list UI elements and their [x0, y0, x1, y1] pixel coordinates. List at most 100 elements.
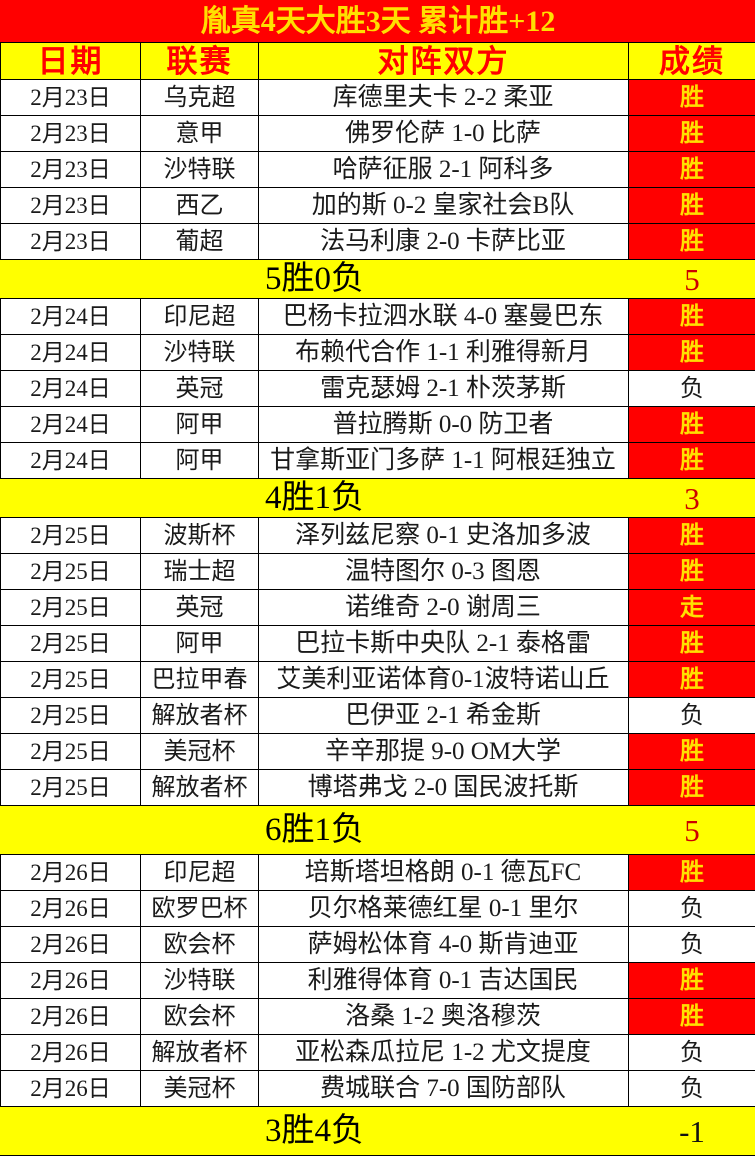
cell-league: 印尼超	[141, 855, 259, 891]
table-row: 2月25日解放者杯巴伊亚 2-1 希金斯负	[1, 698, 755, 734]
cell-match: 培斯塔坦格朗 0-1 德瓦FC	[259, 855, 629, 891]
cell-date: 2月25日	[1, 734, 141, 770]
match-text: 泽列兹尼察 0-1 史洛加多波	[259, 523, 629, 548]
table-row: 2月26日欧会杯萨姆松体育 4-0 斯肯迪亚负	[1, 927, 755, 963]
cell-league: 意甲	[141, 116, 259, 152]
table-row: 2月24日阿甲甘拿斯亚门多萨 1-1 阿根廷独立胜	[1, 443, 755, 479]
cell-league: 英冠	[141, 590, 259, 626]
cell-result: 胜	[629, 80, 755, 116]
cell-match: 巴杨卡拉泗水联 4-0 塞曼巴东	[259, 299, 629, 335]
cell-date: 2月25日	[1, 698, 141, 734]
cell-league: 瑞士超	[141, 554, 259, 590]
cell-match: 巴伊亚 2-1 希金斯	[259, 698, 629, 734]
match-text: 佛罗伦萨 1-0 比萨	[259, 121, 629, 146]
cell-league: 沙特联	[141, 963, 259, 999]
cell-date: 2月24日	[1, 335, 141, 371]
cell-date: 2月23日	[1, 224, 141, 260]
cell-match: 布赖代合作 1-1 利雅得新月	[259, 335, 629, 371]
cell-match: 辛辛那提 9-0 OM大学	[259, 734, 629, 770]
cell-result: 胜	[629, 116, 755, 152]
cell-league: 巴拉甲春	[141, 662, 259, 698]
cell-date: 2月25日	[1, 554, 141, 590]
cell-date: 2月23日	[1, 152, 141, 188]
table-row: 2月23日意甲佛罗伦萨 1-0 比萨胜	[1, 116, 755, 152]
cell-result: 负	[629, 891, 755, 927]
table-row: 2月25日波斯杯泽列兹尼察 0-1 史洛加多波胜	[1, 518, 755, 554]
cell-result: 走	[629, 590, 755, 626]
column-header-match: 对阵双方	[259, 43, 629, 80]
table-row: 2月25日英冠诺维奇 2-0 谢周三走	[1, 590, 755, 626]
cell-date: 2月24日	[1, 443, 141, 479]
table-row: 2月25日巴拉甲春艾美利亚诺体育0-1波特诺山丘胜	[1, 662, 755, 698]
cell-date: 2月26日	[1, 891, 141, 927]
cell-league: 乌克超	[141, 80, 259, 116]
cell-match: 费城联合 7-0 国防部队	[259, 1071, 629, 1107]
cell-match: 诺维奇 2-0 谢周三	[259, 590, 629, 626]
cell-date: 2月26日	[1, 1071, 141, 1107]
cell-league: 波斯杯	[141, 518, 259, 554]
cell-league: 欧罗巴杯	[141, 891, 259, 927]
match-text: 辛辛那提 9-0 OM大学	[259, 739, 629, 764]
match-text: 博塔弗戈 2-0 国民波托斯	[259, 775, 629, 800]
cell-league: 印尼超	[141, 299, 259, 335]
match-text: 利雅得体育 0-1 吉达国民	[259, 968, 629, 993]
summary-value: 5	[629, 260, 755, 299]
table-row: 2月25日美冠杯辛辛那提 9-0 OM大学胜	[1, 734, 755, 770]
match-text: 诺维奇 2-0 谢周三	[259, 595, 629, 620]
cell-result: 负	[629, 371, 755, 407]
cell-date: 2月25日	[1, 770, 141, 806]
cell-match: 亚松森瓜拉尼 1-2 尤文提度	[259, 1035, 629, 1071]
cell-match: 巴拉卡斯中央队 2-1 泰格雷	[259, 626, 629, 662]
table-row: 2月23日乌克超库德里夫卡 2-2 柔亚胜	[1, 80, 755, 116]
cell-result: 胜	[629, 407, 755, 443]
cell-match: 哈萨征服 2-1 阿科多	[259, 152, 629, 188]
cell-result: 负	[629, 927, 755, 963]
cell-match: 佛罗伦萨 1-0 比萨	[259, 116, 629, 152]
match-text: 费城联合 7-0 国防部队	[259, 1076, 629, 1101]
match-text: 库德里夫卡 2-2 柔亚	[259, 85, 629, 110]
cell-league: 英冠	[141, 371, 259, 407]
summary-value: 5	[629, 806, 755, 855]
cell-match: 普拉腾斯 0-0 防卫者	[259, 407, 629, 443]
cell-league: 沙特联	[141, 152, 259, 188]
cell-result: 胜	[629, 443, 755, 479]
cell-match: 博塔弗戈 2-0 国民波托斯	[259, 770, 629, 806]
summary-label: 5胜0负	[1, 260, 629, 299]
match-text: 贝尔格莱德红星 0-1 里尔	[259, 896, 629, 921]
table-row: 2月24日印尼超巴杨卡拉泗水联 4-0 塞曼巴东胜	[1, 299, 755, 335]
table-row: 2月23日西乙加的斯 0-2 皇家社会B队胜	[1, 188, 755, 224]
match-text: 艾美利亚诺体育0-1波特诺山丘	[259, 667, 629, 692]
column-header-league: 联赛	[141, 43, 259, 80]
match-text: 雷克瑟姆 2-1 朴茨茅斯	[259, 376, 629, 401]
cell-match: 库德里夫卡 2-2 柔亚	[259, 80, 629, 116]
cell-result: 胜	[629, 518, 755, 554]
cell-date: 2月24日	[1, 407, 141, 443]
cell-result: 胜	[629, 188, 755, 224]
table-row: 2月24日阿甲普拉腾斯 0-0 防卫者胜	[1, 407, 755, 443]
cell-result: 胜	[629, 963, 755, 999]
match-text: 洛桑 1-2 奥洛穆茨	[259, 1004, 629, 1029]
table-header-row: 日期联赛对阵双方成绩	[1, 43, 755, 80]
cell-league: 欧会杯	[141, 999, 259, 1035]
match-text: 培斯塔坦格朗 0-1 德瓦FC	[259, 860, 629, 885]
cell-date: 2月26日	[1, 1035, 141, 1071]
column-header-result: 成绩	[629, 43, 755, 80]
match-text: 萨姆松体育 4-0 斯肯迪亚	[259, 932, 629, 957]
summary-label: 6胜1负	[1, 806, 629, 855]
summary-label: 3胜4负	[1, 1107, 629, 1156]
cell-league: 美冠杯	[141, 734, 259, 770]
summary-row: 3胜4负-1	[1, 1107, 755, 1156]
cell-result: 负	[629, 1071, 755, 1107]
cell-result: 胜	[629, 335, 755, 371]
cell-league: 解放者杯	[141, 770, 259, 806]
match-text: 温特图尔 0-3 图恩	[259, 559, 629, 584]
table-row: 2月26日美冠杯费城联合 7-0 国防部队负	[1, 1071, 755, 1107]
cell-result: 负	[629, 1035, 755, 1071]
match-text: 布赖代合作 1-1 利雅得新月	[259, 340, 629, 365]
cell-match: 甘拿斯亚门多萨 1-1 阿根廷独立	[259, 443, 629, 479]
cell-date: 2月25日	[1, 590, 141, 626]
cell-result: 胜	[629, 626, 755, 662]
